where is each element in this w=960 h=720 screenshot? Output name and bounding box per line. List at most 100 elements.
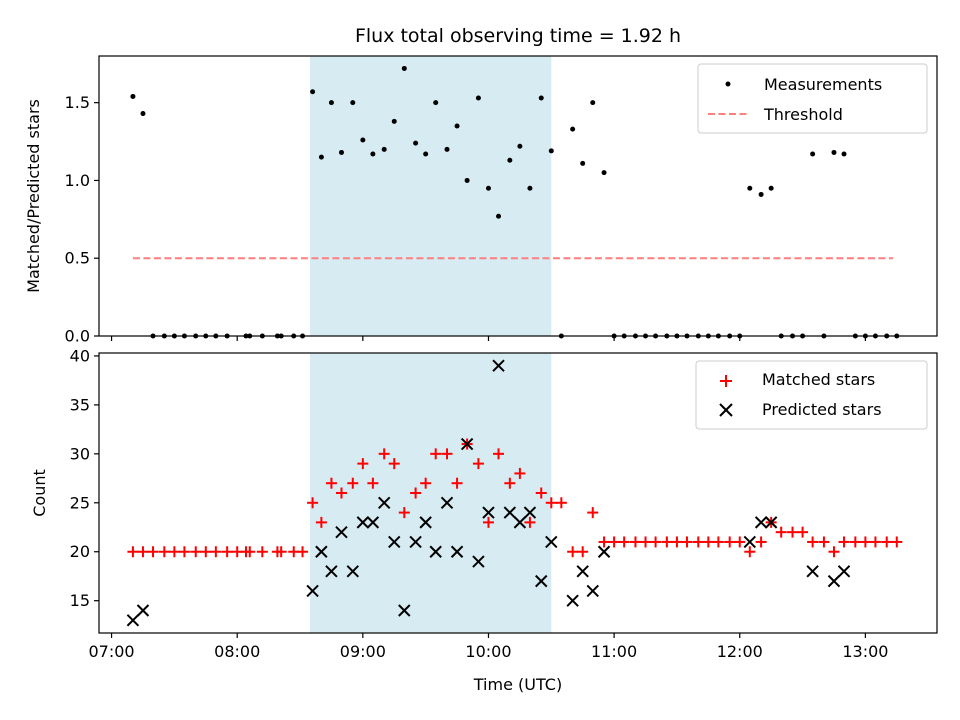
measurement-point-67 xyxy=(831,149,837,155)
matched-star-marker-67 xyxy=(818,536,830,548)
predicted-star-marker-13 xyxy=(419,516,432,529)
matched-star-marker-28 xyxy=(410,487,422,499)
measurement-point-22 xyxy=(360,137,366,143)
matched-star-marker-37 xyxy=(504,477,516,489)
predicted-star-marker-24 xyxy=(535,574,548,588)
measurement-point-29 xyxy=(433,100,439,106)
matched-star-marker-4 xyxy=(168,546,180,558)
y-tick-label-1-2: 25 xyxy=(70,493,90,512)
measurements-legend-marker xyxy=(725,81,731,87)
ratio-legend-box xyxy=(697,63,928,134)
matched-star-marker-45 xyxy=(587,507,599,519)
matched-star-marker-69 xyxy=(838,536,850,548)
predicted-star-marker-29 xyxy=(597,545,611,558)
measurement-point-40 xyxy=(548,148,554,154)
y-tick-label-0-1: 0.5 xyxy=(65,249,90,268)
measurement-point-25 xyxy=(391,118,397,124)
matched-star-marker-34 xyxy=(472,458,484,470)
x-tick-label-6: 13:00 xyxy=(842,642,888,661)
matched-star-marker-73 xyxy=(881,536,893,548)
measurement-point-42 xyxy=(570,126,576,132)
matched-star-marker-43 xyxy=(567,546,579,558)
measurement-point-38 xyxy=(527,185,533,191)
ratio-panel-ticks: 0.0 0.5 1.0 1.5 xyxy=(65,93,866,346)
measurement-point-61 xyxy=(768,185,774,191)
measurements-legend-label: Measurements xyxy=(764,75,882,94)
matched-stars-legend-label: Matched stars xyxy=(762,370,875,389)
matched-star-marker-56 xyxy=(702,536,714,548)
y-tick-label-0-3: 1.5 xyxy=(65,93,90,112)
matched-star-marker-31 xyxy=(441,448,453,460)
matched-star-marker-38 xyxy=(514,467,526,479)
matched-star-marker-18 xyxy=(307,497,319,509)
observing-window-shade-top xyxy=(310,56,552,336)
measurement-point-45 xyxy=(601,170,607,176)
predicted-star-marker-20 xyxy=(492,359,505,372)
predicted-star-marker-6 xyxy=(346,565,359,578)
matched-star-marker-21 xyxy=(335,487,347,499)
counts-y-axis-label: Count xyxy=(30,469,49,517)
matched-star-marker-5 xyxy=(178,546,190,558)
matched-star-marker-48 xyxy=(618,536,630,548)
y-tick-label-1-1: 20 xyxy=(70,542,90,561)
matched-star-marker-8 xyxy=(210,546,222,558)
x-tick-label-5: 12:00 xyxy=(717,642,763,661)
matched-star-marker-58 xyxy=(724,536,736,548)
measurement-point-30 xyxy=(444,146,450,152)
predicted-star-marker-23 xyxy=(523,506,537,519)
matched-star-marker-27 xyxy=(398,507,410,519)
y-tick-label-0-0: 0.0 xyxy=(65,327,90,346)
predicted-star-marker-1 xyxy=(136,604,150,617)
matched-star-marker-50 xyxy=(640,536,652,548)
matched-star-marker-32 xyxy=(451,477,463,489)
matched-star-marker-22 xyxy=(347,477,359,489)
predicted-star-marker-35 xyxy=(837,565,851,578)
predicted-star-marker-30 xyxy=(743,535,757,549)
matched-star-marker-74 xyxy=(891,536,903,548)
matched-star-marker-29 xyxy=(420,477,432,489)
measurement-point-32 xyxy=(464,177,470,183)
counts-legend: Matched stars Predicted stars xyxy=(695,360,928,430)
matched-star-marker-6 xyxy=(190,546,202,558)
predicted-star-marker-32 xyxy=(764,516,778,529)
matched-star-marker-9 xyxy=(221,546,233,558)
matched-star-marker-25 xyxy=(378,448,390,460)
x-tick-label-1: 08:00 xyxy=(214,642,260,661)
measurement-point-28 xyxy=(423,151,429,157)
predicted-star-marker-14 xyxy=(429,545,442,558)
counts-panel-ticks: 07:00 08:00 09:00 10:00 11:00 12:00 13:00 15 20 2… xyxy=(70,346,889,661)
chart-title: Flux total observing time = 1.92 h xyxy=(355,25,681,47)
measurement-point-23 xyxy=(370,151,376,157)
matched-star-marker-51 xyxy=(650,536,662,548)
matched-star-marker-36 xyxy=(493,448,505,460)
predicted-stars-legend-label: Predicted stars xyxy=(762,400,882,419)
measurement-point-39 xyxy=(538,95,544,101)
predicted-star-marker-7 xyxy=(356,516,370,529)
predicted-star-marker-16 xyxy=(450,545,464,558)
x-tick-label-4: 11:00 xyxy=(591,642,637,661)
measurement-point-35 xyxy=(496,213,502,219)
x-axis-label: Time (UTC) xyxy=(473,675,562,694)
matched-star-marker-35 xyxy=(482,516,494,528)
matched-star-marker-2 xyxy=(147,546,159,558)
matched-star-marker-26 xyxy=(388,458,400,470)
matched-star-marker-64 xyxy=(787,526,799,538)
measurement-point-65 xyxy=(810,151,816,157)
ratio-panel-frame xyxy=(98,55,938,337)
matched-star-marker-54 xyxy=(681,536,693,548)
matched-star-marker-68 xyxy=(828,546,840,558)
predicted-star-marker-22 xyxy=(513,516,527,529)
matched-star-marker-23 xyxy=(357,458,369,470)
predicted-star-marker-19 xyxy=(482,506,495,519)
matched-star-marker-44 xyxy=(577,546,589,558)
predicted-star-marker-15 xyxy=(440,496,454,509)
measurement-point-24 xyxy=(381,146,387,152)
predicted-star-marker-28 xyxy=(586,584,599,598)
matched-star-marker-1 xyxy=(137,546,149,558)
measurement-point-34 xyxy=(485,185,491,191)
y-tick-label-1-5: 40 xyxy=(70,346,90,365)
predicted-star-marker-5 xyxy=(335,525,348,539)
measurement-point-20 xyxy=(338,149,344,155)
matched-star-marker-60 xyxy=(744,546,756,558)
